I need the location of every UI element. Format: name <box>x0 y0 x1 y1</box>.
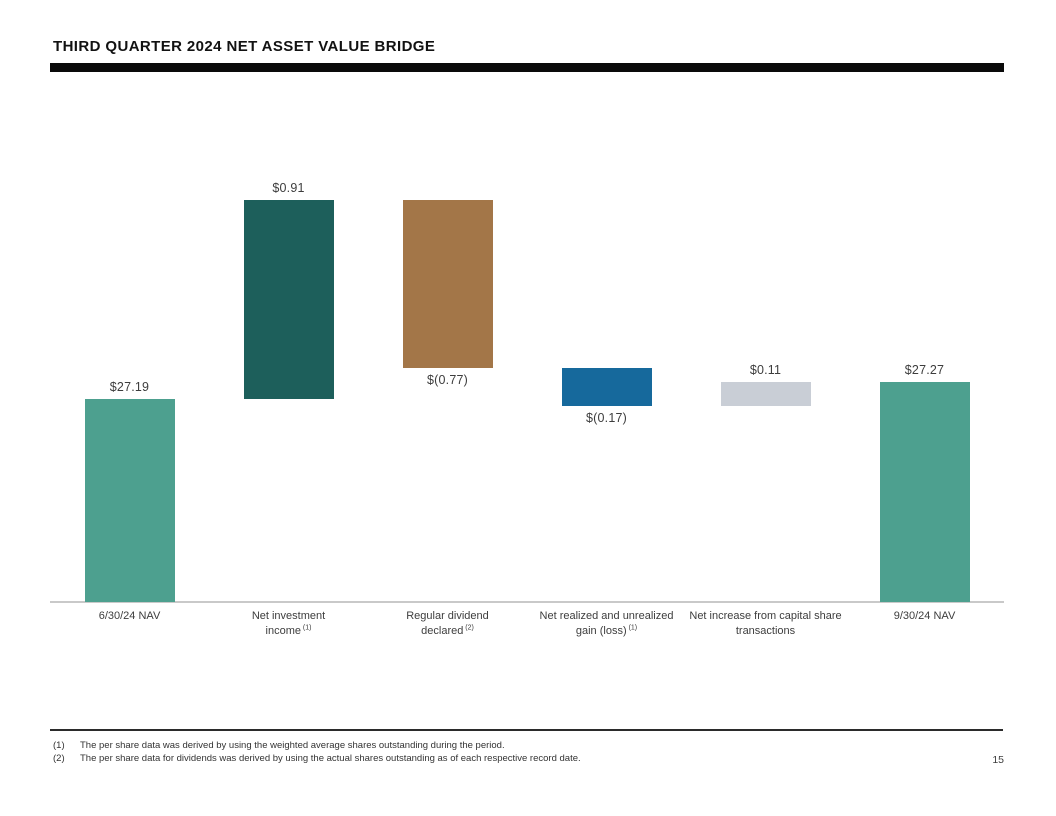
bar-value-label-5: $27.27 <box>904 362 945 377</box>
bar-value-label-3: $(0.17) <box>585 410 627 425</box>
chart-baseline-axis <box>50 601 1004 603</box>
category-label-0: 6/30/24 NAV <box>98 610 161 622</box>
footnote-1-text: The per share data was derived by using … <box>80 740 505 751</box>
footnote-1-marker: (1) <box>53 740 65 751</box>
page-title: THIRD QUARTER 2024 NET ASSET VALUE BRIDG… <box>53 38 436 55</box>
category-label-3: Net realized and unrealized gain (loss) (… <box>539 610 674 638</box>
category-label-5: 9/30/24 NAV <box>893 610 956 622</box>
waterfall-bar-3 <box>561 368 652 406</box>
waterfall-bar-1 <box>243 200 334 399</box>
waterfall-bar-5 <box>879 381 970 602</box>
bar-value-label-2: $(0.77) <box>426 373 468 388</box>
bar-value-label-4: $0.11 <box>749 362 782 377</box>
footnote-2: (2) The per share data for dividends was… <box>53 752 953 765</box>
category-label-1: Net investment income (1) <box>251 610 326 638</box>
footnote-divider-rule <box>50 729 1003 731</box>
footnote-reference: (1) <box>300 624 312 632</box>
footnote-1: (1) The per share data was derived by us… <box>53 739 953 752</box>
footnotes: (1) The per share data was derived by us… <box>53 739 953 766</box>
category-label-4: Net increase from capital share transacti… <box>689 610 842 638</box>
category-label-2: Regular dividend declared (2) <box>406 610 489 638</box>
waterfall-bar-4 <box>720 381 811 406</box>
footnote-2-text: The per share data for dividends was der… <box>80 753 581 765</box>
waterfall-bar-2 <box>402 200 493 369</box>
title-divider-rule <box>50 63 1004 72</box>
waterfall-bar-0 <box>84 399 175 602</box>
bar-value-label-0: $27.19 <box>109 380 150 395</box>
bar-value-label-1: $0.91 <box>272 181 305 196</box>
footnote-reference: (1) <box>626 624 638 632</box>
footnote-2-marker: (2) <box>53 753 65 765</box>
footnote-reference: (2) <box>463 624 474 632</box>
page-number: 15 <box>992 754 1004 766</box>
